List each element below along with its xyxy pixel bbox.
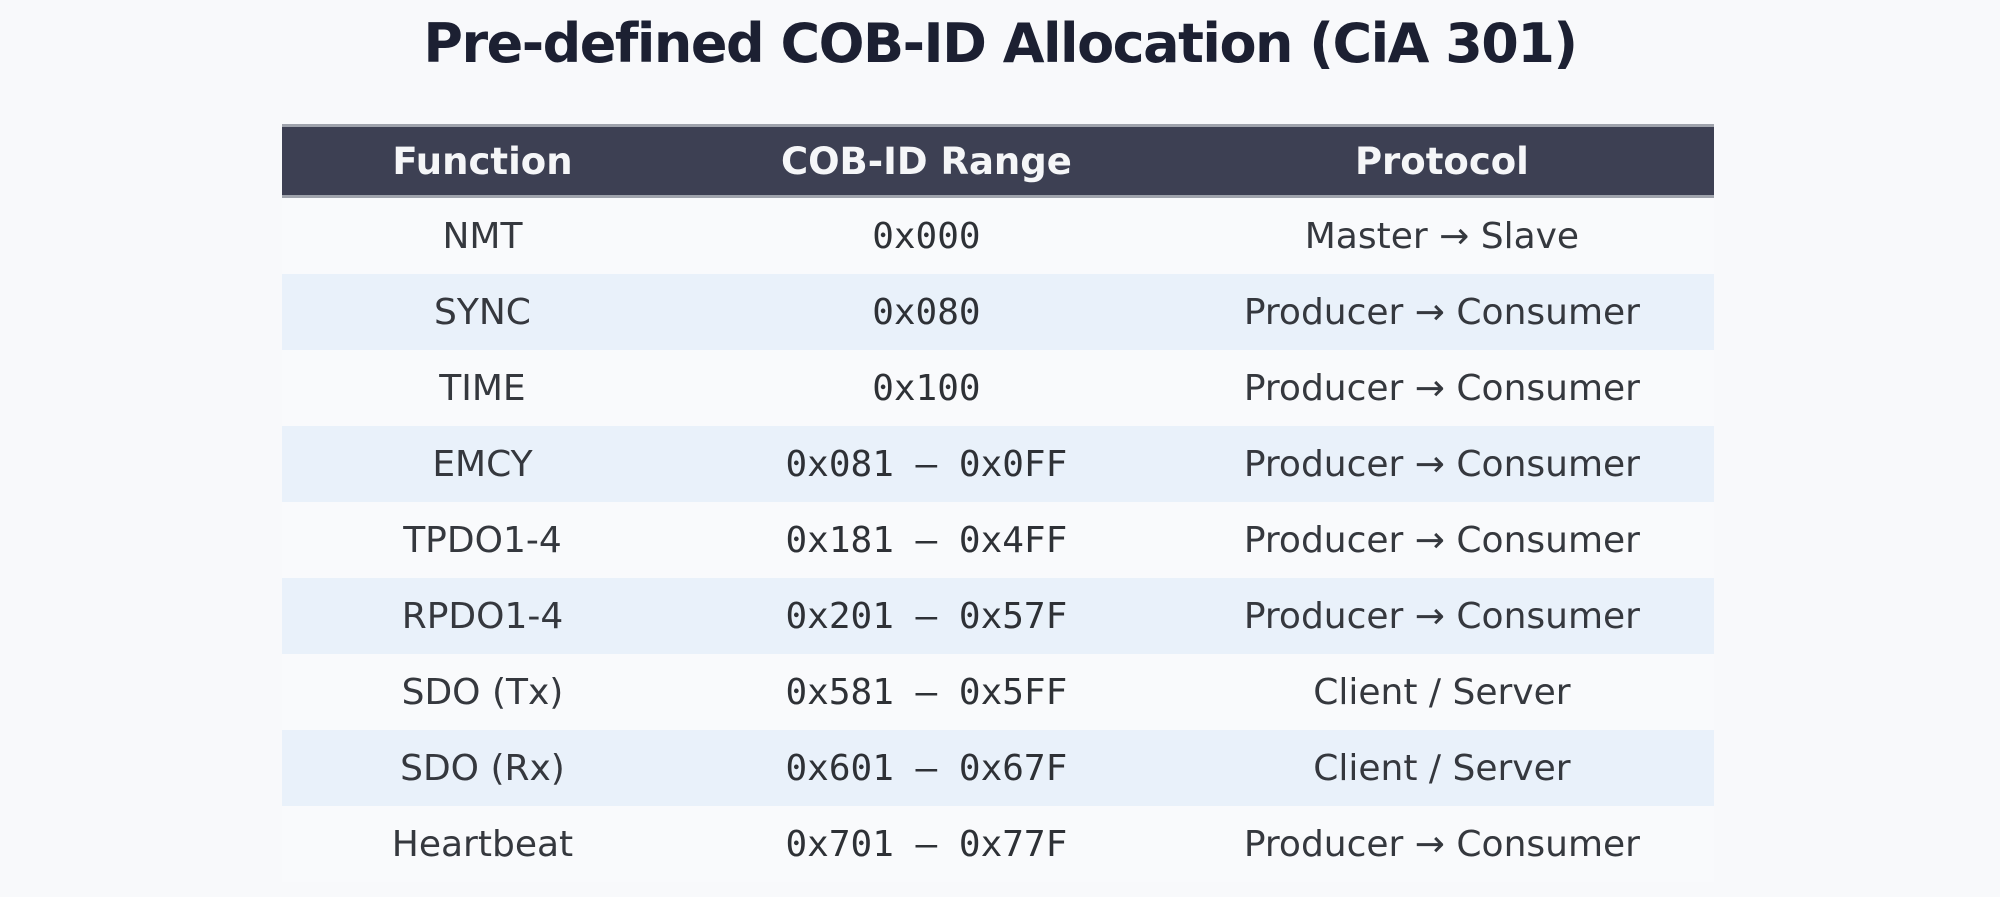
table-row: TPDO1-4 0x181 — 0x4FF Producer → Consume… xyxy=(282,502,1714,578)
table-body: NMT 0x000 Master → Slave SYNC 0x080 Prod… xyxy=(282,198,1714,882)
protocol-cell: Client / Server xyxy=(1313,747,1571,789)
protocol-cell: Producer → Consumer xyxy=(1243,823,1640,865)
function-cell: TPDO1-4 xyxy=(403,519,562,561)
table-row: SDO (Rx) 0x601 — 0x67F Client / Server xyxy=(282,730,1714,806)
function-cell: NMT xyxy=(442,215,523,257)
protocol-cell: Producer → Consumer xyxy=(1243,519,1640,561)
protocol-cell: Producer → Consumer xyxy=(1243,443,1640,485)
cob-id-range-cell: 0x201 — 0x57F xyxy=(785,595,1068,637)
table-row: RPDO1-4 0x201 — 0x57F Producer → Consume… xyxy=(282,578,1714,654)
cob-id-range-cell: 0x701 — 0x77F xyxy=(785,823,1068,865)
function-cell: TIME xyxy=(439,367,526,409)
function-cell: RPDO1-4 xyxy=(401,595,564,637)
protocol-cell: Client / Server xyxy=(1313,671,1571,713)
cob-id-range-cell: 0x181 — 0x4FF xyxy=(785,519,1068,561)
function-cell: Heartbeat xyxy=(391,823,574,865)
protocol-cell: Master → Slave xyxy=(1304,215,1580,257)
table-row: EMCY 0x081 — 0x0FF Producer → Consumer xyxy=(282,426,1714,502)
function-cell: SDO (Rx) xyxy=(400,747,565,789)
column-header-cob-id-range: COB-ID Range xyxy=(780,139,1072,183)
table-row: SDO (Tx) 0x581 — 0x5FF Client / Server xyxy=(282,654,1714,730)
cob-id-range-cell: 0x581 — 0x5FF xyxy=(785,671,1068,713)
table-row: TIME 0x100 Producer → Consumer xyxy=(282,350,1714,426)
table-header-row: Function COB-ID Range Protocol xyxy=(282,124,1714,198)
cob-id-range-cell: 0x000 xyxy=(872,215,981,257)
function-cell: EMCY xyxy=(432,443,533,485)
cob-id-range-cell: 0x080 xyxy=(872,291,981,333)
column-header-function: Function xyxy=(392,139,573,183)
protocol-cell: Producer → Consumer xyxy=(1243,595,1640,637)
protocol-cell: Producer → Consumer xyxy=(1243,367,1640,409)
function-cell: SDO (Tx) xyxy=(401,671,564,713)
cob-id-range-cell: 0x081 — 0x0FF xyxy=(785,443,1068,485)
table-row: NMT 0x000 Master → Slave xyxy=(282,198,1714,274)
table-row: Heartbeat 0x701 — 0x77F Producer → Consu… xyxy=(282,806,1714,882)
cob-id-range-cell: 0x100 xyxy=(872,367,981,409)
table-row: SYNC 0x080 Producer → Consumer xyxy=(282,274,1714,350)
protocol-cell: Producer → Consumer xyxy=(1243,291,1640,333)
page-title: Pre-defined COB-ID Allocation (CiA 301) xyxy=(423,12,1578,75)
cob-id-range-cell: 0x601 — 0x67F xyxy=(785,747,1068,789)
column-header-protocol: Protocol xyxy=(1354,139,1529,183)
cob-id-allocation-table: Function COB-ID Range Protocol NMT 0x000… xyxy=(282,124,1714,882)
function-cell: SYNC xyxy=(434,291,531,333)
